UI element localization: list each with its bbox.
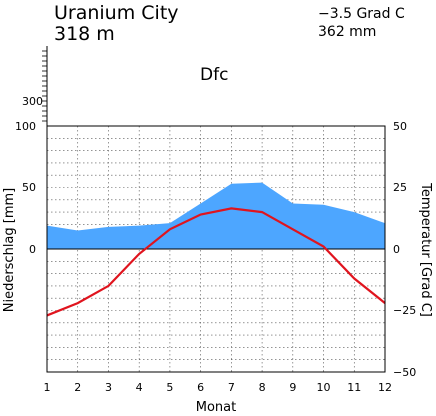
- x-tick-labels: 1 2 3 4 5 6 7 8 9 10 11 12: [44, 381, 393, 394]
- right-tick-label-25: 25: [393, 181, 407, 194]
- x-tick-label: 6: [197, 381, 204, 394]
- y-axis-label-left: Niederschlag [mm]: [2, 188, 17, 313]
- x-tick-label: 9: [289, 381, 296, 394]
- left-tick-label-100: 100: [15, 120, 36, 133]
- x-tick-label: 5: [166, 381, 173, 394]
- x-tick-label: 10: [317, 381, 331, 394]
- right-tick-label-50: 50: [393, 120, 407, 133]
- x-tick-label: 11: [347, 381, 361, 394]
- x-tick-label: 3: [105, 381, 112, 394]
- mean-temperature: −3.5 Grad C: [318, 6, 405, 22]
- x-tick-label: 4: [136, 381, 143, 394]
- x-tick-label: 2: [74, 381, 81, 394]
- right-tick-label-0: 0: [393, 243, 400, 256]
- x-tick-label: 12: [378, 381, 392, 394]
- upper-precip-ticks: [42, 50, 47, 122]
- plot-frame: [46, 125, 386, 373]
- left-tick-label-0: 0: [29, 243, 36, 256]
- x-tick-label: 7: [228, 381, 235, 394]
- climate-class: Dfc: [200, 65, 228, 85]
- x-tick-label: 8: [259, 381, 266, 394]
- upper-tick-label-300: 300: [22, 95, 43, 108]
- temperature-line: [46, 207, 386, 317]
- x-tick-label: 1: [44, 381, 51, 394]
- station-elevation: 318 m: [54, 23, 115, 45]
- station-name: Uranium City: [54, 2, 179, 24]
- annual-precipitation: 362 mm: [318, 24, 376, 40]
- left-tick-label-50: 50: [22, 181, 36, 194]
- right-tick-label-minus50: −50: [393, 366, 416, 379]
- x-axis-label: Monat: [196, 400, 236, 415]
- y-axis-label-right: Temperatur [Grad C]: [418, 182, 433, 317]
- precipitation-area: [47, 182, 385, 249]
- right-tick-label-minus25: −25: [393, 304, 416, 317]
